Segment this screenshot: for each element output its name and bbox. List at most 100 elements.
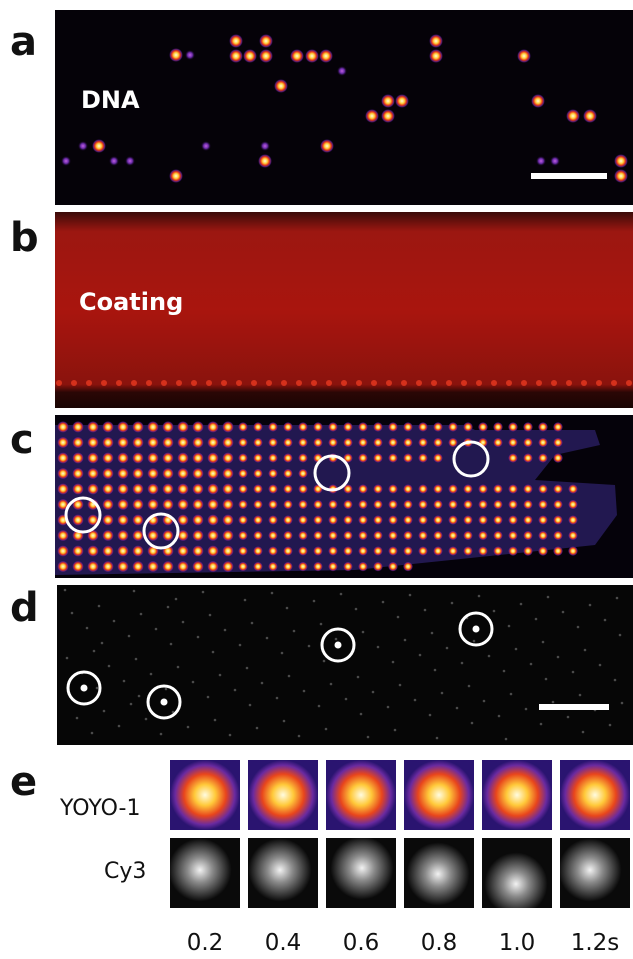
dna-spot [381, 109, 395, 123]
array-spot [508, 499, 518, 510]
array-spot [253, 437, 263, 448]
array-spot [268, 422, 278, 432]
noise-speck [398, 683, 402, 687]
array-spot [523, 546, 533, 556]
noise-speck [181, 620, 185, 624]
noise-speck [243, 598, 247, 602]
noise-speck [482, 699, 486, 703]
noise-speck [213, 718, 217, 722]
array-spot [132, 560, 144, 573]
array-spot [433, 546, 443, 556]
array-spot [328, 561, 338, 572]
coating-dot [176, 380, 182, 386]
noise-speck [588, 603, 592, 607]
highlight-circle [313, 454, 351, 492]
highlight-circle [458, 611, 494, 647]
yoyo-thumbnail [170, 760, 240, 830]
noise-speck [280, 651, 284, 655]
array-spot [358, 530, 368, 541]
array-spot [147, 498, 159, 511]
array-spot [177, 436, 189, 449]
array-spot [177, 452, 189, 464]
panel-c-letter: c [10, 417, 34, 463]
array-spot [283, 499, 293, 510]
coating-dot [131, 380, 137, 386]
array-spot [373, 546, 383, 556]
noise-speck [270, 591, 274, 595]
array-spot [298, 422, 308, 432]
array-spot [222, 436, 234, 449]
array-spot [343, 546, 353, 556]
array-spot [192, 545, 204, 557]
array-spot [238, 499, 248, 510]
array-spot [162, 421, 174, 433]
noise-speck [329, 682, 333, 686]
array-spot [268, 530, 278, 541]
noise-speck [174, 597, 178, 601]
noise-speck [75, 716, 79, 720]
noise-speck [620, 701, 624, 705]
array-spot [388, 453, 398, 463]
array-spot [268, 546, 278, 556]
noise-speck [408, 593, 412, 597]
panel-d-grayscale-image [57, 585, 633, 745]
noise-speck [154, 627, 158, 631]
dna-label: DNA [81, 86, 140, 114]
array-spot [102, 436, 114, 449]
array-spot [328, 499, 338, 510]
array-spot [538, 515, 548, 525]
array-spot [132, 498, 144, 511]
noise-speck [534, 617, 538, 621]
array-spot [538, 530, 548, 541]
array-spot [478, 530, 488, 541]
noise-speck [430, 631, 434, 635]
coating-dot [206, 380, 212, 386]
noise-speck [139, 612, 143, 616]
noise-speck [169, 642, 173, 646]
coating-dot [626, 380, 632, 386]
time-label: 0.8 [420, 930, 458, 956]
array-spot [388, 530, 398, 541]
coating-dot [86, 380, 92, 386]
noise-speck [134, 657, 138, 661]
coating-dot [461, 380, 467, 386]
highlight-circle [146, 684, 182, 720]
noise-speck [201, 590, 205, 594]
noise-speck [391, 660, 395, 664]
noise-speck [324, 727, 328, 731]
yoyo-thumbnail [560, 760, 630, 830]
array-spot [493, 499, 503, 510]
array-spot [358, 437, 368, 448]
noise-speck [85, 626, 89, 630]
array-spot [298, 468, 308, 479]
noise-speck [223, 628, 227, 632]
array-spot [568, 499, 578, 510]
panel-c-array-image [55, 415, 633, 578]
array-spot [268, 468, 278, 479]
array-spot [493, 530, 503, 541]
dna-spot [229, 34, 243, 48]
noise-speck [149, 672, 153, 676]
dna-spot [517, 49, 531, 63]
array-spot [102, 529, 114, 542]
noise-speck [354, 607, 358, 611]
noise-speck [359, 712, 363, 716]
array-spot [207, 452, 219, 464]
noise-speck [519, 602, 523, 606]
array-spot [373, 484, 383, 494]
array-spot [508, 437, 518, 448]
noise-speck [544, 677, 548, 681]
noise-speck [376, 645, 380, 649]
array-spot [147, 483, 159, 495]
coating-dot [146, 380, 152, 386]
dna-spot [274, 79, 288, 93]
array-spot [478, 515, 488, 525]
noise-speck [238, 643, 242, 647]
noise-speck [487, 654, 491, 658]
array-spot [192, 483, 204, 495]
array-spot [388, 499, 398, 510]
noise-speck [144, 717, 148, 721]
panel-e-letter: e [10, 759, 38, 805]
array-spot [57, 467, 69, 480]
coating-dot [491, 380, 497, 386]
